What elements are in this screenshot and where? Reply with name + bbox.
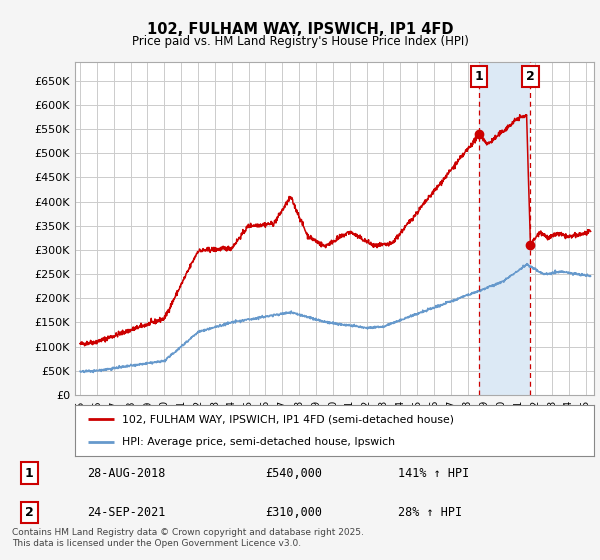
Text: Price paid vs. HM Land Registry's House Price Index (HPI): Price paid vs. HM Land Registry's House …: [131, 35, 469, 48]
Text: Contains HM Land Registry data © Crown copyright and database right 2025.
This d: Contains HM Land Registry data © Crown c…: [12, 528, 364, 548]
Text: 2: 2: [25, 506, 34, 519]
Text: £540,000: £540,000: [265, 466, 322, 480]
Text: 2: 2: [526, 70, 535, 83]
Text: 141% ↑ HPI: 141% ↑ HPI: [398, 466, 469, 480]
Text: HPI: Average price, semi-detached house, Ipswich: HPI: Average price, semi-detached house,…: [122, 437, 395, 447]
Text: 24-SEP-2021: 24-SEP-2021: [87, 506, 165, 519]
Text: 1: 1: [475, 70, 483, 83]
Text: 28-AUG-2018: 28-AUG-2018: [87, 466, 165, 480]
Text: £310,000: £310,000: [265, 506, 322, 519]
Bar: [479, 62, 530, 395]
Text: 102, FULHAM WAY, IPSWICH, IP1 4FD (semi-detached house): 102, FULHAM WAY, IPSWICH, IP1 4FD (semi-…: [122, 414, 454, 424]
Text: 102, FULHAM WAY, IPSWICH, IP1 4FD: 102, FULHAM WAY, IPSWICH, IP1 4FD: [147, 22, 453, 38]
Text: 28% ↑ HPI: 28% ↑ HPI: [398, 506, 462, 519]
Text: 1: 1: [25, 466, 34, 480]
